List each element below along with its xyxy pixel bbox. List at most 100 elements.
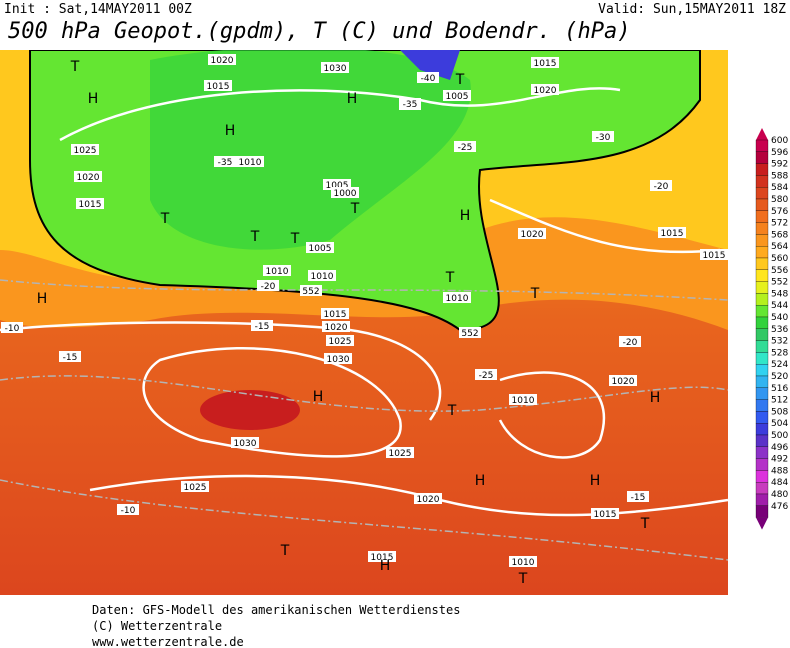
isoline-label-box: [414, 493, 442, 504]
isoline-label: 1015: [324, 310, 347, 320]
isoline-label: 1005: [326, 181, 349, 191]
isoline-label-box: [399, 98, 421, 109]
pressure-center: H: [590, 473, 601, 489]
colorbar-label: 560: [771, 254, 788, 264]
colorbar-label: 512: [771, 396, 788, 406]
colorbar-swatch: [755, 505, 769, 518]
colorbar-label: 500: [771, 431, 788, 441]
colorbar-swatch: [755, 411, 769, 424]
isoline-label-box: [627, 491, 649, 502]
isoline-label: 1015: [371, 553, 394, 563]
isoline-label: -35: [403, 100, 418, 110]
isoline-label-box: [236, 156, 264, 167]
colorbar-label: 584: [771, 183, 788, 193]
footer-line: Daten: GFS-Modell des amerikanischen Wet…: [92, 603, 460, 617]
colorbar-label: 520: [771, 372, 788, 382]
pressure-center: H: [37, 291, 48, 307]
isoline-label: -15: [255, 322, 270, 332]
isoline-label-box: [609, 375, 637, 386]
isoline-label: 1025: [184, 483, 207, 493]
isoline-label-box: [117, 504, 139, 515]
isoline-label-box: [658, 227, 686, 238]
isoline-label-box: [454, 141, 476, 152]
isoline-label: 1010: [512, 558, 535, 568]
isoline-label: -25: [458, 143, 473, 153]
isoline-label-box: [322, 321, 350, 332]
isoline-label: 1015: [661, 229, 684, 239]
pressure-center: T: [640, 516, 650, 532]
colorbar-swatch: [755, 375, 769, 388]
isoline-label-box: [321, 62, 349, 73]
colorbar-label: 600: [771, 136, 788, 146]
colorbar-swatch: [755, 316, 769, 329]
colorbar-swatch: [755, 293, 769, 306]
colorbar-swatch: [755, 364, 769, 377]
isoline-label: 1010: [266, 267, 289, 277]
colorbar-label: 552: [771, 278, 788, 288]
isoline-label-box: [59, 351, 81, 362]
colorbar-label: 504: [771, 419, 788, 429]
isoline-label-box: [331, 187, 359, 198]
isoline-label-box: [509, 394, 537, 405]
pressure-center: T: [455, 72, 465, 88]
colorbar-label: 588: [771, 171, 788, 181]
isoline-label: 1020: [211, 56, 234, 66]
colorbar-swatch: [755, 222, 769, 235]
isoline-label-box: [181, 481, 209, 492]
pressure-center: H: [347, 91, 358, 107]
isoline-label: -10: [121, 506, 136, 516]
pressure-center: T: [280, 543, 290, 559]
isoline-label-box: [509, 556, 537, 567]
isoline-label: -25: [479, 371, 494, 381]
colorbar-swatch: [755, 246, 769, 259]
colorbar-label: 592: [771, 160, 788, 170]
colorbar-swatch: [755, 163, 769, 176]
isoline-label-box: [204, 80, 232, 91]
colorbar-swatch: [755, 387, 769, 400]
isoline-label: 1030: [324, 64, 347, 74]
colorbar-label: 536: [771, 325, 788, 335]
colorbar-label: 576: [771, 207, 788, 217]
isoline-label-box: [386, 447, 414, 458]
isoline-label: -20: [623, 338, 638, 348]
colorbar-swatch: [755, 482, 769, 495]
isoline-label: 1010: [512, 396, 535, 406]
pressure-center: T: [445, 270, 455, 286]
isoline-label: -20: [654, 182, 669, 192]
footer-line: (C) Wetterzentrale: [92, 619, 222, 633]
isoline-label: 1020: [77, 173, 100, 183]
isoline-label-box: [214, 156, 236, 167]
pressure-center: H: [380, 558, 391, 574]
title: 500 hPa Geopot.(gpdm), T (C) und Bodendr…: [8, 19, 631, 44]
init-time: Init : Sat,14MAY2011 00Z: [4, 2, 192, 17]
valid-time: Valid: Sun,15MAY2011 18Z: [598, 2, 786, 17]
isoline-label: -30: [596, 133, 611, 143]
isoline-label: 1000: [334, 189, 357, 199]
isoline-label: 1005: [446, 92, 469, 102]
colorbar-swatch: [755, 198, 769, 211]
footer-line: www.wetterzentrale.de: [92, 635, 244, 648]
isoline-label-box: [306, 242, 334, 253]
colorbar-label: 492: [771, 455, 788, 465]
colorbar-label: 516: [771, 384, 788, 394]
isoline-label-box: [257, 280, 279, 291]
isoline-label: 1020: [612, 377, 635, 387]
colorbar-label: 596: [771, 148, 788, 158]
isoline-label: -20: [261, 282, 276, 292]
pressure-center: H: [475, 473, 486, 489]
isoline-label: -10: [5, 324, 20, 334]
colorbar-swatch: [755, 234, 769, 247]
colorbar-label: 548: [771, 289, 788, 299]
colorbar-swatch: [755, 257, 769, 270]
colorbar-swatch: [755, 434, 769, 447]
isoline-label: 1010: [311, 272, 334, 282]
isoline-label-box: [475, 369, 497, 380]
colorbar-label: 528: [771, 348, 788, 358]
colorbar-label: 540: [771, 313, 788, 323]
colorbar-swatch: [755, 423, 769, 436]
isoline-label-box: [650, 180, 672, 191]
isoline-label: 1025: [329, 337, 352, 347]
isoline-label: 1015: [534, 59, 557, 69]
colorbar-label: 476: [771, 502, 788, 512]
